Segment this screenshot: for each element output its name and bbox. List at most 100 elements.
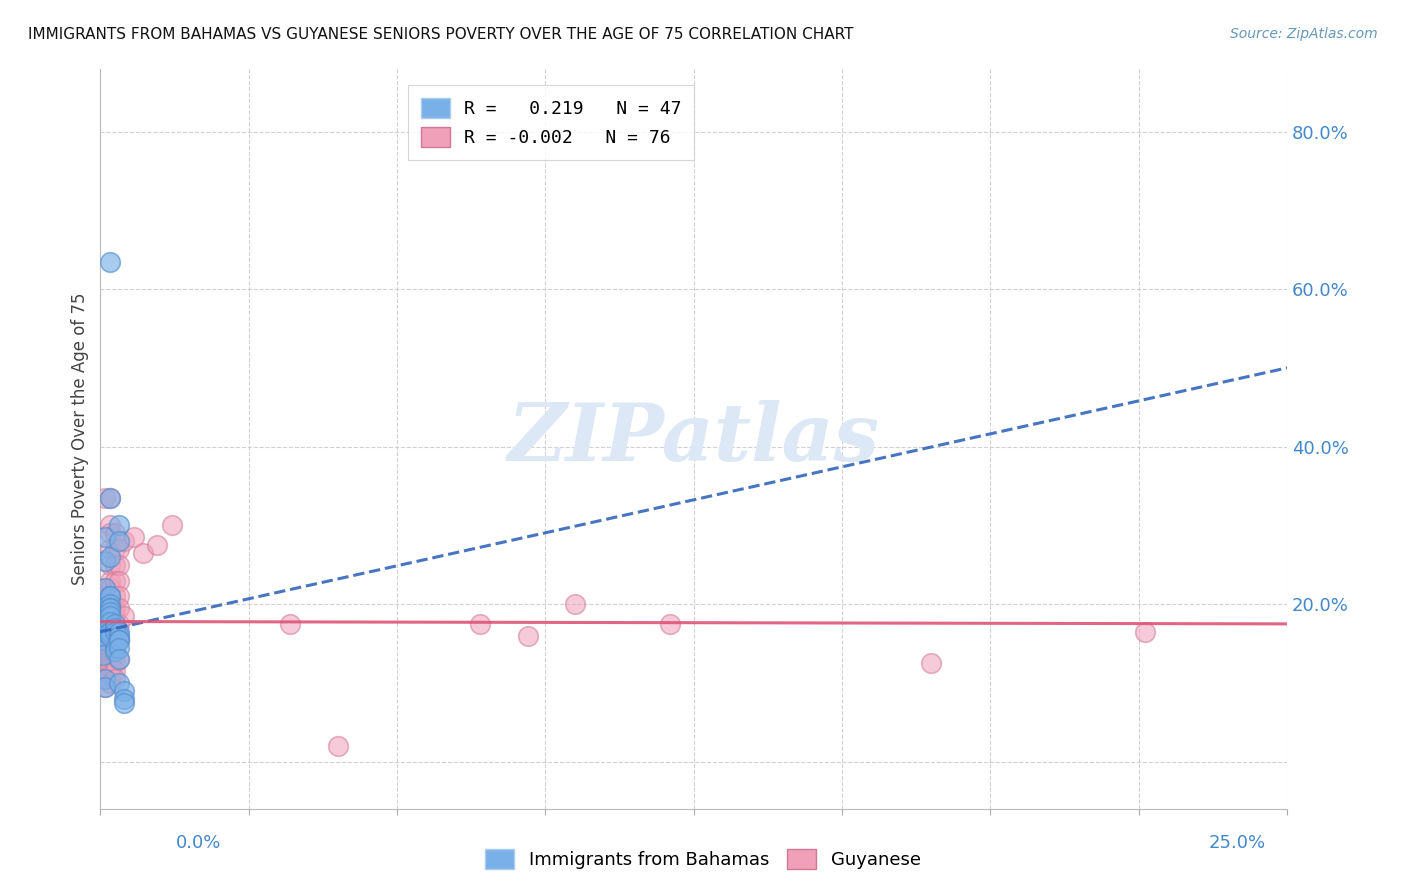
Point	[108, 590, 131, 604]
Point	[94, 664, 117, 678]
Point	[108, 632, 131, 647]
Point	[108, 558, 131, 572]
Point	[104, 648, 127, 663]
Point	[108, 518, 131, 533]
Point	[94, 624, 117, 639]
Point	[98, 657, 121, 671]
Point	[98, 605, 121, 619]
Point	[98, 597, 121, 611]
Point	[98, 624, 121, 639]
Point	[91, 632, 114, 647]
Point	[94, 609, 117, 624]
Point	[90, 629, 112, 643]
Point	[94, 582, 117, 596]
Point	[98, 518, 121, 533]
Point	[108, 601, 131, 615]
Point	[108, 652, 131, 666]
Point	[98, 621, 121, 635]
Point	[93, 613, 115, 627]
Point	[108, 652, 131, 666]
Point	[94, 597, 117, 611]
Point	[98, 605, 121, 619]
Text: 0.0%: 0.0%	[176, 834, 221, 852]
Point	[98, 542, 121, 557]
Point	[94, 609, 117, 624]
Point	[1133, 624, 1156, 639]
Point	[278, 616, 301, 631]
Y-axis label: Seniors Poverty Over the Age of 75: Seniors Poverty Over the Age of 75	[72, 293, 89, 585]
Point	[98, 624, 121, 639]
Point	[98, 601, 121, 615]
Point	[108, 574, 131, 588]
Point	[98, 491, 121, 505]
Point	[112, 534, 135, 549]
Point	[98, 640, 121, 655]
Point	[104, 644, 127, 658]
Legend: R =   0.219   N = 47, R = -0.002   N = 76: R = 0.219 N = 47, R = -0.002 N = 76	[408, 85, 695, 160]
Point	[104, 601, 127, 615]
Point	[98, 609, 121, 624]
Point	[98, 616, 121, 631]
Point	[98, 629, 121, 643]
Text: Source: ZipAtlas.com: Source: ZipAtlas.com	[1230, 27, 1378, 41]
Point	[94, 680, 117, 694]
Point	[98, 590, 121, 604]
Point	[104, 590, 127, 604]
Point	[108, 676, 131, 690]
Point	[108, 616, 131, 631]
Point	[104, 632, 127, 647]
Point	[104, 616, 127, 631]
Point	[98, 590, 121, 604]
Point	[98, 644, 121, 658]
Point	[94, 590, 117, 604]
Point	[98, 549, 121, 564]
Text: ZIPatlas: ZIPatlas	[508, 400, 880, 477]
Point	[94, 624, 117, 639]
Point	[91, 648, 114, 663]
Point	[98, 613, 121, 627]
Point	[98, 558, 121, 572]
Point	[94, 530, 117, 544]
Point	[104, 657, 127, 671]
Point	[98, 615, 121, 629]
Point	[104, 640, 127, 655]
Point	[94, 554, 117, 568]
Point	[94, 590, 117, 604]
Point	[112, 691, 135, 706]
Point	[122, 530, 145, 544]
Point	[98, 629, 121, 643]
Point	[93, 644, 115, 658]
Point	[98, 597, 121, 611]
Point	[98, 609, 121, 624]
Point	[93, 621, 115, 635]
Text: IMMIGRANTS FROM BAHAMAS VS GUYANESE SENIORS POVERTY OVER THE AGE OF 75 CORRELATI: IMMIGRANTS FROM BAHAMAS VS GUYANESE SENI…	[28, 27, 853, 42]
Point	[326, 739, 349, 753]
Point	[94, 657, 117, 671]
Point	[112, 609, 135, 624]
Point	[104, 624, 127, 639]
Point	[94, 672, 117, 686]
Point	[98, 648, 121, 663]
Point	[108, 629, 131, 643]
Point	[104, 621, 127, 635]
Point	[98, 491, 121, 505]
Point	[104, 640, 127, 655]
Point	[112, 696, 135, 710]
Point	[160, 518, 183, 533]
Point	[108, 632, 131, 647]
Legend: Immigrants from Bahamas, Guyanese: Immigrants from Bahamas, Guyanese	[477, 839, 929, 879]
Point	[98, 590, 121, 604]
Point	[104, 664, 127, 678]
Point	[94, 672, 117, 686]
Point	[564, 597, 586, 611]
Point	[98, 668, 121, 682]
Point	[94, 616, 117, 631]
Point	[98, 660, 121, 674]
Point	[91, 616, 114, 631]
Point	[94, 618, 117, 632]
Point	[104, 526, 127, 541]
Point	[104, 672, 127, 686]
Point	[98, 582, 121, 596]
Point	[146, 538, 169, 552]
Point	[91, 629, 114, 643]
